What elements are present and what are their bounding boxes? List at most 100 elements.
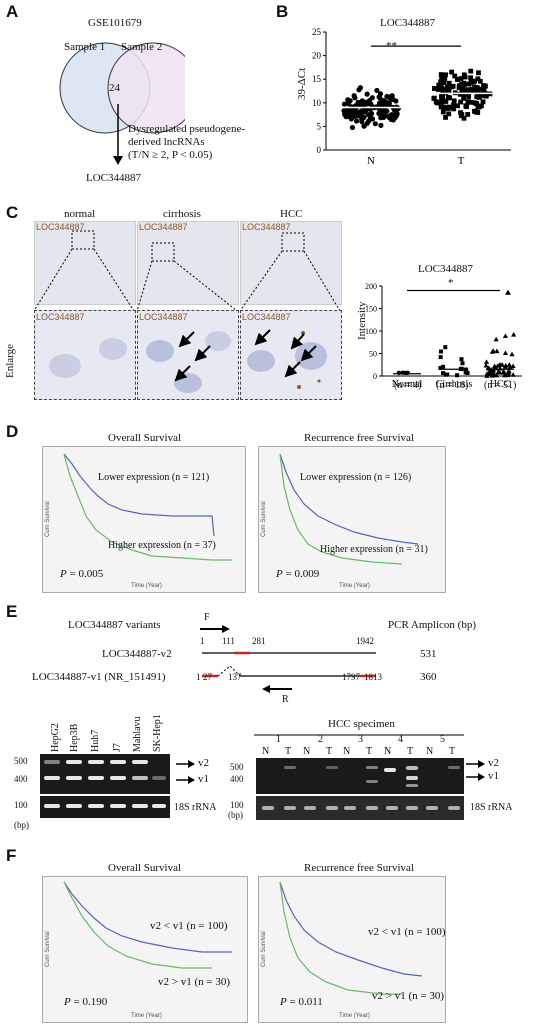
data-point xyxy=(468,75,474,81)
d-os-higher-curve xyxy=(63,453,232,561)
nt-t-1: T xyxy=(285,746,292,757)
data-point xyxy=(502,372,508,378)
data-point xyxy=(493,372,500,378)
chart-c-n-hcc: (n = 51) xyxy=(484,380,517,391)
data-point xyxy=(442,76,448,81)
data-point xyxy=(446,80,452,86)
data-point xyxy=(464,104,469,110)
sample2-label: Sample 2 xyxy=(121,41,163,53)
annotation-line2: derived lncRNAs xyxy=(128,136,205,148)
data-point xyxy=(353,118,360,124)
data-point xyxy=(346,114,352,120)
data-point xyxy=(476,95,482,100)
data-point xyxy=(440,109,446,115)
data-point xyxy=(511,332,517,337)
data-point xyxy=(445,372,450,377)
data-point xyxy=(451,106,457,112)
y-tick-label: 10 xyxy=(312,98,322,108)
y-tick-label: 100 xyxy=(365,327,377,336)
data-point xyxy=(459,89,465,95)
f-os-xlab: Time (Year) xyxy=(131,1013,162,1019)
data-point xyxy=(477,78,483,84)
data-point xyxy=(494,348,500,354)
y-tick-label: 25 xyxy=(312,28,322,37)
nt-n-4: N xyxy=(384,746,392,757)
data-point xyxy=(443,99,449,104)
specimen-4: 4 xyxy=(398,734,403,745)
data-point xyxy=(497,362,503,367)
variant-diagram xyxy=(202,651,376,678)
data-point xyxy=(405,370,410,376)
ihc-enlarge-tag-hcc: LOC344887 xyxy=(242,312,291,322)
band-v1-label: v1 xyxy=(198,773,209,785)
data-point xyxy=(450,102,456,108)
data-point xyxy=(507,364,513,370)
data-point xyxy=(463,370,468,375)
data-point xyxy=(346,98,352,104)
hcc-bp-unit: (bp) xyxy=(228,810,243,820)
data-point xyxy=(438,104,444,110)
arrow-icon xyxy=(300,345,317,362)
rrna-label: 18S rRNA xyxy=(174,802,217,813)
data-point xyxy=(500,369,506,374)
ladder-100: 100 xyxy=(14,800,28,810)
v2-pos-281: 281 xyxy=(252,636,266,646)
gel-cell-lines xyxy=(40,754,170,794)
nt-n-3: N xyxy=(343,746,351,757)
d-rfs-pvalue: P = 0.009 xyxy=(276,568,320,580)
data-point xyxy=(356,87,362,93)
chart-b: 0 5 10 15 20 25 N T xyxy=(312,28,511,167)
col-label-hcc: HCC xyxy=(280,208,303,220)
data-point xyxy=(446,95,452,101)
data-point xyxy=(502,350,509,355)
data-point xyxy=(439,99,444,105)
data-point xyxy=(469,99,474,105)
data-point xyxy=(455,77,460,82)
nt-t-2: T xyxy=(326,746,333,757)
d-os-title: Overall Survival xyxy=(108,432,182,444)
data-point xyxy=(506,368,512,374)
data-point xyxy=(463,88,469,93)
f-rfs-xlab: Time (Year) xyxy=(339,1013,370,1019)
data-point xyxy=(382,102,388,108)
data-point xyxy=(438,365,443,370)
result-gene: LOC344887 xyxy=(86,172,141,184)
data-point xyxy=(439,93,444,99)
hcc-rrna-label: 18S rRNA xyxy=(470,802,513,813)
data-point xyxy=(443,345,448,350)
sample1-label: Sample 1 xyxy=(64,41,106,53)
data-point xyxy=(490,367,497,373)
data-point xyxy=(439,97,445,102)
data-point xyxy=(455,373,460,378)
y-tick-label: 5 xyxy=(317,121,322,131)
arrow-icon xyxy=(174,365,191,382)
y-tick-label: 150 xyxy=(365,305,377,314)
data-point xyxy=(483,359,490,364)
data-point xyxy=(446,111,452,117)
hcc-specimen-title: HCC specimen xyxy=(328,718,395,730)
arrow-left-icon xyxy=(262,685,292,693)
ihc-enlarge-tag-cirrhosis: LOC344887 xyxy=(139,312,188,322)
data-point xyxy=(379,113,385,119)
data-point xyxy=(376,94,382,100)
data-point xyxy=(365,112,371,118)
chart-c: 0 50 100 150 200 Normal Cirrhosis HCC xyxy=(365,282,522,390)
data-point xyxy=(461,95,467,101)
annotation-line3: (T/N ≥ 2, P < 0.05) xyxy=(128,149,213,161)
data-point xyxy=(449,69,455,75)
data-point xyxy=(479,91,485,97)
zoom-lines xyxy=(34,230,340,312)
ladder-500: 500 xyxy=(14,756,28,766)
data-point xyxy=(341,108,347,114)
data-point xyxy=(445,106,451,111)
data-point xyxy=(460,361,465,366)
data-point xyxy=(468,78,474,84)
v2-pos-111: 111 xyxy=(222,636,235,646)
v2-pos-1: 1 xyxy=(200,636,205,646)
data-point xyxy=(505,289,511,295)
ihc-enlarge-normal: LOC344887 xyxy=(34,310,136,400)
d-rfs-xlab: Time (Year) xyxy=(339,583,370,589)
nt-n-5: N xyxy=(426,746,434,757)
dataset-title: GSE101679 xyxy=(88,17,142,29)
data-point xyxy=(468,68,474,74)
